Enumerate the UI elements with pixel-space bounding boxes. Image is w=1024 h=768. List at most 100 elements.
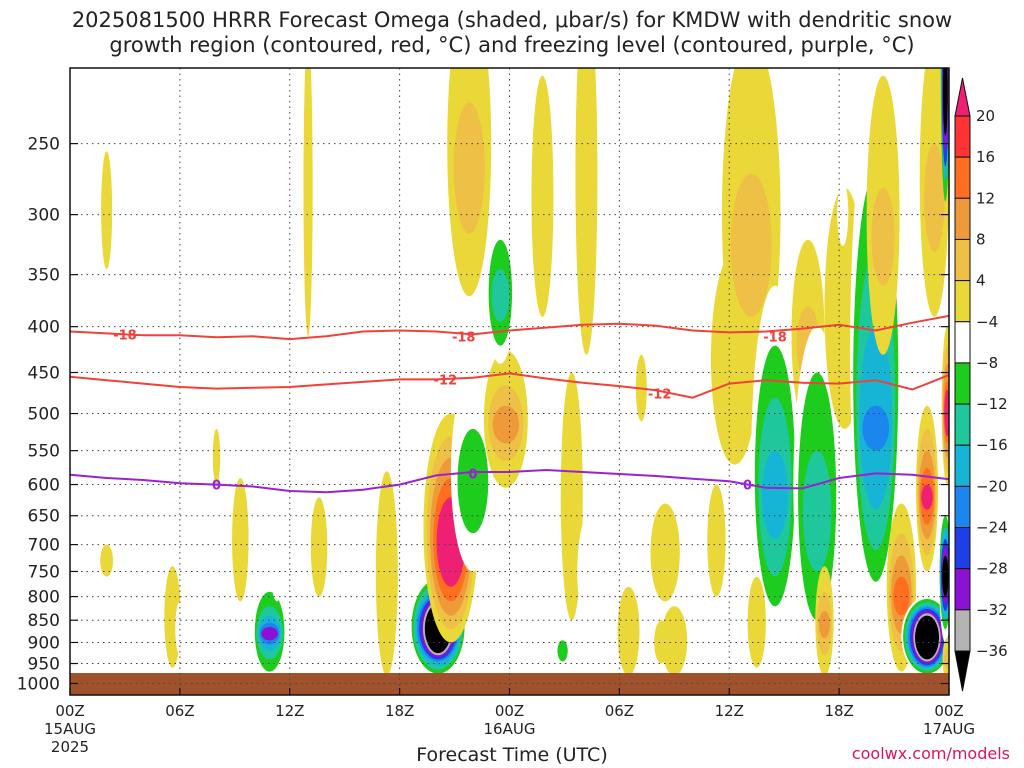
- omega-cell-49-level-4: [944, 389, 949, 437]
- y-tick-label-450: 450: [28, 364, 60, 384]
- source-credit: coolwx.com/models: [851, 744, 1010, 763]
- omega-cell-1-level-0: [100, 544, 114, 577]
- omega-cell-10-level-0: [367, 527, 377, 561]
- y-tick-label-650: 650: [28, 507, 60, 527]
- x-tick-label-0: 00Z: [55, 702, 84, 720]
- omega-cell-5-level-0: [232, 478, 249, 602]
- omega-cell-4-level-0: [212, 428, 221, 485]
- x-tick-date-24: 16AUG: [484, 720, 536, 738]
- colorbar-box-10: [954, 527, 971, 570]
- colorbar-label-7: −12: [976, 395, 1008, 413]
- colorbar-label-6: −8: [976, 354, 998, 372]
- omega-shading: [100, 68, 949, 684]
- colorbar-label-11: −28: [976, 560, 1008, 578]
- colorbar-label-4: 4: [976, 272, 986, 290]
- x-tick-label-6: 06Z: [165, 702, 194, 720]
- omega-cell-32-level-0: [707, 484, 726, 597]
- omega-cell-24-level-0: [617, 586, 640, 676]
- y-tick-label-250: 250: [28, 135, 60, 155]
- y-tick-label-600: 600: [28, 476, 60, 496]
- colorbar-label-12: −32: [976, 601, 1008, 619]
- colorbar-box-6: [954, 362, 971, 405]
- colorbar-box-0: [954, 115, 971, 158]
- y-tick-label-400: 400: [28, 318, 60, 338]
- x-tick-label-18: 18Z: [385, 702, 414, 720]
- omega-cell-34-level-1: [730, 173, 772, 317]
- x-tick-label-24: 00Z: [495, 702, 524, 720]
- omega-cell-51-level-4: [942, 68, 948, 136]
- x-tick-label-30: 06Z: [605, 702, 634, 720]
- contour-2: [70, 468, 949, 494]
- omega-cell-17-level-2: [491, 269, 510, 322]
- colorbar-bottom-arrow: [954, 650, 971, 692]
- omega-cell-36-level-0: [747, 576, 766, 668]
- x-tick-year-0: 2025: [51, 738, 89, 756]
- omega-cell-6-level-5: [261, 627, 278, 641]
- omega-cell-3-level-0: [175, 601, 185, 656]
- omega-cell-38-level-2: [802, 450, 832, 572]
- colorbar-label-1: 16: [976, 148, 995, 166]
- omega-cell-19-level-0: [555, 68, 581, 195]
- colorbar-box-2: [954, 197, 971, 240]
- omega-cell-7-level-0: [269, 503, 285, 602]
- colorbar-box-7: [954, 403, 971, 446]
- title-line-2: growth region (contoured, red, °C) and f…: [109, 33, 915, 57]
- y-tick-label-850: 850: [28, 611, 60, 631]
- y-tick-label-750: 750: [28, 562, 60, 582]
- omega-cell-22-level-1: [557, 640, 568, 662]
- omega-cell-14-level-1: [457, 428, 489, 534]
- contour-label-3: -12: [434, 373, 458, 388]
- omega-cell-26-level-0: [634, 436, 642, 479]
- colorbar-label-3: 8: [976, 230, 986, 248]
- omega-cell-52-level-1: [943, 648, 949, 670]
- omega-cell-31-level-0: [679, 443, 710, 616]
- omega-cell-15-level-1: [453, 102, 485, 234]
- colorbar-box-12: [954, 609, 971, 652]
- omega-cell-35-level-3: [761, 450, 789, 539]
- omega-cell-39-level-2: [818, 610, 830, 639]
- omega-cell-50-level-5: [942, 555, 949, 597]
- colorbar-label-10: −24: [976, 519, 1008, 537]
- omega-cell-16-level-2: [492, 405, 520, 444]
- colorbar-box-11: [954, 568, 971, 611]
- omega-cell-23-level-0: [577, 509, 607, 634]
- omega-cell-21-level-0: [560, 372, 583, 621]
- y-tick-label-700: 700: [28, 536, 60, 556]
- colorbar-box-8: [954, 444, 971, 487]
- colorbar-top-arrow: [954, 77, 971, 117]
- omega-colorbar: 20 16 12 8 4 −4 −8 −12 −16 −20 −24 −28 −32 −36: [954, 77, 1008, 692]
- colorbar-label-5: −4: [976, 313, 998, 331]
- y-axis-pressure: 2503003504004505005506006507007508008509…: [17, 135, 949, 695]
- y-tick-label-350: 350: [28, 266, 60, 286]
- x-tick-label-42: 18Z: [824, 702, 853, 720]
- omega-cell-20-level-0: [575, 68, 598, 355]
- contour-label-4: -12: [648, 388, 672, 403]
- contour-label-2: -18: [763, 330, 787, 345]
- contour-label-0: -18: [113, 328, 137, 343]
- x-tick-label-48: 00Z: [934, 702, 963, 720]
- x-tick-date-0: 15AUG: [44, 720, 96, 738]
- y-tick-label-300: 300: [28, 206, 60, 226]
- omega-cell-47-level-8: [915, 615, 939, 660]
- omega-cell-29-level-0: [656, 93, 663, 188]
- contour-labels: -18 -18 -18 -12 -12 0 0 0: [113, 328, 787, 493]
- contour-1: [70, 372, 949, 399]
- title-line-1: 2025081500 HRRR Forecast Omega (shaded, …: [71, 8, 953, 32]
- x-tick-date-48: 17AUG: [923, 720, 975, 738]
- contour-0: [70, 314, 949, 341]
- colorbar-label-0: 20: [976, 107, 995, 125]
- omega-cell-9-level-0: [310, 497, 328, 597]
- omega-cell-42-level-0: [837, 180, 849, 246]
- y-tick-label-800: 800: [28, 588, 60, 608]
- colorbar-box-4: [954, 280, 971, 323]
- colorbar-box-9: [954, 485, 971, 529]
- omega-cell-43-level-4: [862, 405, 890, 451]
- y-tick-label-900: 900: [28, 633, 60, 653]
- contour-label-5: 0: [212, 479, 221, 494]
- omega-cell-8-level-0: [303, 68, 313, 337]
- omega-cell-30-level-0: [661, 606, 688, 676]
- y-tick-label-950: 950: [28, 655, 60, 675]
- omega-cell-11-level-0: [375, 471, 398, 676]
